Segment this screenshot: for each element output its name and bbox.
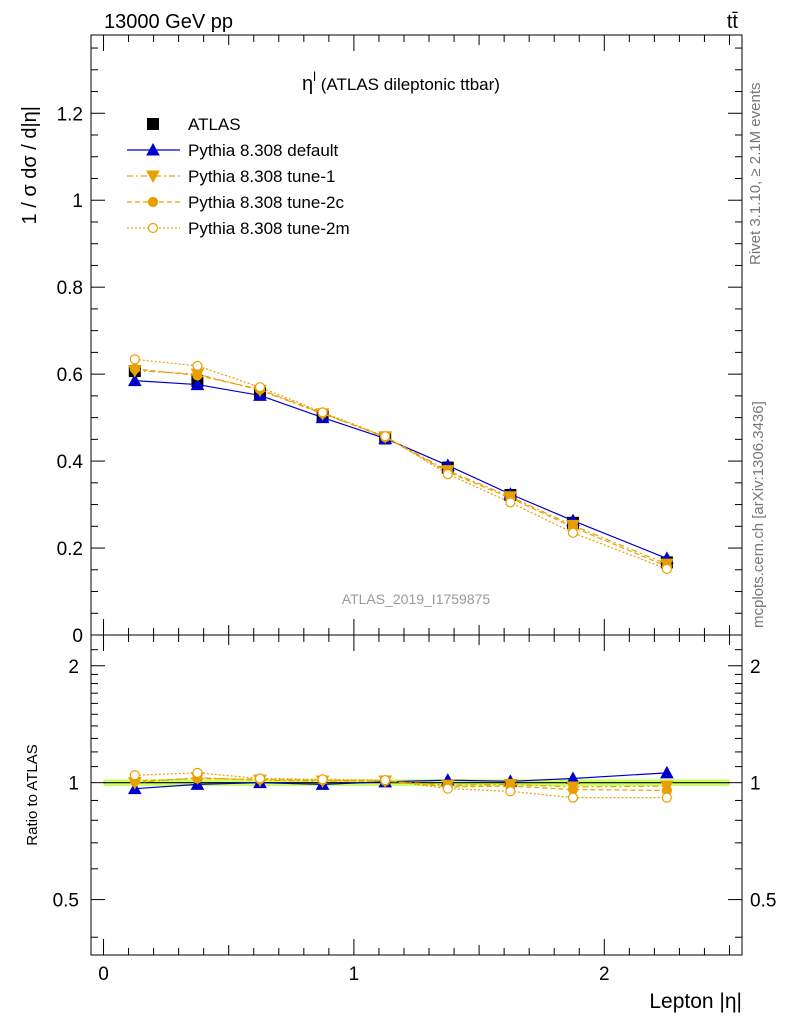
ratio-point-tune2m bbox=[254, 773, 266, 784]
series-tune1 bbox=[127, 365, 674, 572]
ratio-point-tune2m bbox=[442, 783, 453, 794]
legend-item-default: Pythia 8.308 default bbox=[127, 141, 339, 160]
data-point-tune2m bbox=[129, 354, 140, 365]
series-line-tune1 bbox=[134, 370, 668, 565]
data-point-tune2m bbox=[317, 407, 328, 418]
main-panel: 0 0.2 0.4 0.6 0.8 1 1.2 1 / σ dσ / d|η| ηl (AT… bbox=[19, 34, 743, 647]
main-y-tick-label: 1 bbox=[72, 191, 83, 212]
legend-marker bbox=[147, 118, 159, 130]
ratio-y-tick-label-right: 1 bbox=[750, 774, 761, 795]
series-line-default bbox=[134, 380, 668, 560]
x-tick-label: 0 bbox=[98, 964, 109, 985]
main-y-tick-label: 0.2 bbox=[57, 539, 83, 560]
ratio-point-tune2m bbox=[567, 792, 579, 803]
series-data bbox=[128, 365, 673, 569]
ratio-y-tick-label-right: 2 bbox=[750, 657, 761, 678]
ratio-y-tick-label: 1 bbox=[68, 774, 79, 795]
legend-marker bbox=[147, 222, 159, 234]
main-y-tick-label: 0 bbox=[72, 626, 83, 647]
series-line-tune2c bbox=[134, 368, 668, 567]
data-point-default bbox=[127, 373, 142, 387]
header-energy-label: 13000 GeV pp bbox=[104, 11, 233, 33]
ratio-point-tune2m bbox=[380, 775, 391, 786]
x-axis-label: Lepton |η| bbox=[649, 990, 742, 1013]
main-series-layer bbox=[127, 354, 674, 575]
ratio-point-tune2m bbox=[192, 767, 203, 778]
main-y-tick-label: 0.6 bbox=[57, 365, 83, 386]
main-x-ticks bbox=[103, 35, 730, 635]
main-y-tick-label: 1.2 bbox=[57, 104, 83, 125]
legend-item-tune1: Pythia 8.308 tune-1 bbox=[127, 167, 335, 186]
main-y-tick-label: 0.8 bbox=[57, 278, 83, 299]
ratio-point-tune2m bbox=[661, 792, 672, 803]
series-tune2m bbox=[129, 354, 672, 575]
analysis-watermark: ATLAS_2019_I1759875 bbox=[342, 591, 491, 607]
main-y-tick-label: 0.4 bbox=[57, 452, 84, 473]
ratio-y-tick-label-right: 0.5 bbox=[750, 891, 776, 912]
main-y-axis-label: 1 / σ dσ / d|η| bbox=[19, 106, 41, 224]
ratio-point-default bbox=[660, 765, 674, 779]
x-tick-label: 1 bbox=[349, 964, 360, 985]
ratio-y-axis: 0.5 0.5 1 1 2 2 bbox=[53, 649, 776, 938]
data-point-default bbox=[190, 377, 205, 391]
ratio-series-tune2m bbox=[129, 767, 672, 803]
ratio-panel: 0.5 0.5 1 1 2 2 0 1 2 Ratio to ATLAS Lepton |η| bbox=[24, 634, 776, 1013]
data-point-tune2m bbox=[505, 497, 516, 508]
legend-marker bbox=[146, 142, 160, 156]
series-line-tune2m bbox=[134, 358, 668, 570]
data-point-tune2c bbox=[129, 363, 140, 375]
header-process-label: tt̄ bbox=[727, 11, 739, 33]
ratio-x-axis: 0 1 2 bbox=[98, 635, 730, 985]
ratio-point-tune2m bbox=[505, 786, 516, 797]
mcplots-label: mcplots.cern.ch [arXiv:1306.3436] bbox=[750, 401, 767, 628]
ratio-frame bbox=[90, 634, 743, 956]
chart-title-sup: l bbox=[313, 69, 316, 84]
legend-label: ATLAS bbox=[188, 115, 241, 134]
ratio-y-axis-label: Ratio to ATLAS bbox=[24, 744, 41, 845]
x-tick-label: 2 bbox=[599, 964, 610, 985]
data-point-tune2m bbox=[254, 382, 266, 393]
data-point-tune2m bbox=[442, 469, 453, 480]
legend-item-tune2m: Pythia 8.308 tune-2m bbox=[127, 219, 350, 238]
data-point-tune2m bbox=[661, 563, 672, 575]
ratio-point-tune2m bbox=[317, 774, 328, 785]
ratio-y-tick-label: 2 bbox=[68, 657, 79, 678]
rivet-version-label: Rivet 3.1.10, ≥ 2.1M events bbox=[747, 83, 764, 266]
chart-title-rest: (ATLAS dileptonic ttbar) bbox=[316, 75, 500, 94]
main-y-axis: 0 0.2 0.4 0.6 0.8 1 1.2 bbox=[57, 47, 742, 647]
legend-label: Pythia 8.308 default bbox=[188, 141, 339, 160]
chart-title-main: η bbox=[302, 73, 313, 95]
data-point-tune2c bbox=[192, 370, 203, 381]
legend-marker bbox=[147, 196, 159, 208]
legend: ATLAS Pythia 8.308 default Pythia 8.308 tu… bbox=[127, 115, 350, 238]
legend-label: Pythia 8.308 tune-2m bbox=[188, 219, 350, 238]
ratio-point-tune2m bbox=[129, 770, 140, 781]
data-point-tune2m bbox=[192, 360, 203, 371]
chart-title: ηl (ATLAS dileptonic ttbar) bbox=[302, 69, 500, 95]
data-point-tune2m bbox=[380, 431, 391, 442]
data-point-tune2m bbox=[567, 527, 579, 538]
legend-label: Pythia 8.308 tune-1 bbox=[188, 167, 335, 186]
legend-marker bbox=[146, 170, 160, 184]
legend-item-tune2c: Pythia 8.308 tune-2c bbox=[127, 193, 344, 212]
legend-label: Pythia 8.308 tune-2c bbox=[188, 193, 344, 212]
ratio-y-tick-label: 0.5 bbox=[53, 891, 79, 912]
legend-item-data: ATLAS bbox=[147, 115, 241, 134]
ratio-series-layer bbox=[127, 765, 674, 803]
